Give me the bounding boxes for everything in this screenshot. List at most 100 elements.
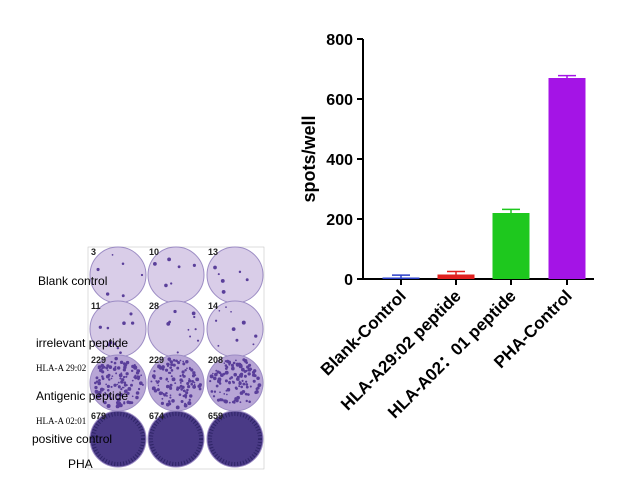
spot (228, 401, 231, 404)
spot (167, 400, 171, 403)
spot (191, 374, 196, 378)
spot (116, 393, 120, 397)
spot (105, 383, 108, 386)
well-count: 28 (149, 301, 159, 311)
spot (176, 351, 179, 354)
spot (184, 369, 187, 372)
spot (165, 394, 168, 397)
spot (183, 375, 186, 378)
spot (179, 374, 182, 378)
bar (492, 213, 530, 279)
spot (101, 365, 104, 368)
spot (183, 403, 188, 408)
spot (120, 372, 123, 375)
spot (135, 395, 139, 400)
spot (218, 382, 222, 385)
spot (225, 306, 227, 308)
spot (178, 393, 182, 396)
spot (245, 383, 249, 386)
spot (221, 290, 226, 294)
spot (193, 381, 196, 384)
spot (180, 388, 183, 391)
spot (182, 360, 185, 363)
spot (166, 321, 171, 326)
spot (123, 381, 127, 385)
spot (233, 399, 236, 402)
spot (238, 385, 241, 388)
spot (115, 401, 119, 405)
spot (233, 372, 238, 377)
spot (123, 362, 128, 367)
well-count: 674 (149, 411, 164, 421)
spot (127, 387, 132, 391)
spot (168, 385, 172, 388)
spot (114, 356, 118, 361)
spot (225, 389, 228, 392)
spot (159, 376, 163, 380)
spot (224, 370, 229, 375)
row-label: HLA-A 29:02 (36, 363, 86, 373)
spot (101, 377, 105, 381)
spot (217, 344, 220, 347)
spot (174, 382, 177, 385)
spot (226, 393, 228, 396)
spot (239, 373, 243, 378)
spot (141, 383, 144, 386)
spot (108, 393, 111, 396)
spot (254, 390, 258, 395)
spot (176, 386, 179, 389)
spot (172, 359, 176, 362)
spot (157, 384, 160, 387)
spot (257, 383, 262, 388)
spot (130, 321, 135, 325)
spot (122, 375, 126, 379)
spot (170, 363, 174, 367)
spot (245, 278, 249, 282)
spot (135, 371, 140, 375)
spot (239, 401, 242, 404)
spot (165, 391, 168, 395)
spot (98, 325, 102, 329)
spot (247, 372, 251, 376)
spot (108, 365, 113, 369)
spot (94, 385, 98, 390)
spot (123, 383, 127, 387)
spot (94, 389, 98, 393)
spot (230, 376, 234, 379)
spot (186, 388, 189, 392)
spot (243, 370, 247, 373)
spot (96, 267, 100, 272)
spot (194, 328, 197, 331)
spot (106, 384, 110, 388)
spot (189, 335, 192, 338)
spot (247, 367, 252, 372)
spot (153, 389, 158, 393)
spot (131, 379, 134, 382)
spot (188, 379, 192, 383)
spot (241, 379, 244, 382)
spot (209, 374, 214, 379)
bar (548, 78, 586, 279)
spot (166, 362, 170, 366)
spot (122, 368, 126, 372)
well-texture (208, 412, 262, 466)
spot (193, 383, 196, 386)
spot (180, 379, 183, 382)
spot (248, 363, 252, 367)
row-label: Blank control (38, 274, 107, 288)
spot (101, 370, 105, 374)
spot (176, 366, 180, 370)
spot (116, 397, 121, 402)
spot (121, 386, 124, 389)
y-tick-label: 600 (326, 92, 353, 109)
spot (140, 273, 144, 277)
spot (217, 273, 220, 276)
spot (125, 372, 129, 376)
spot (242, 358, 246, 362)
spot (214, 319, 218, 322)
row-label: HLA-A 02:01 (36, 416, 86, 426)
spot (101, 375, 104, 378)
spot (175, 387, 180, 391)
spot (110, 377, 113, 380)
spot (153, 370, 156, 373)
